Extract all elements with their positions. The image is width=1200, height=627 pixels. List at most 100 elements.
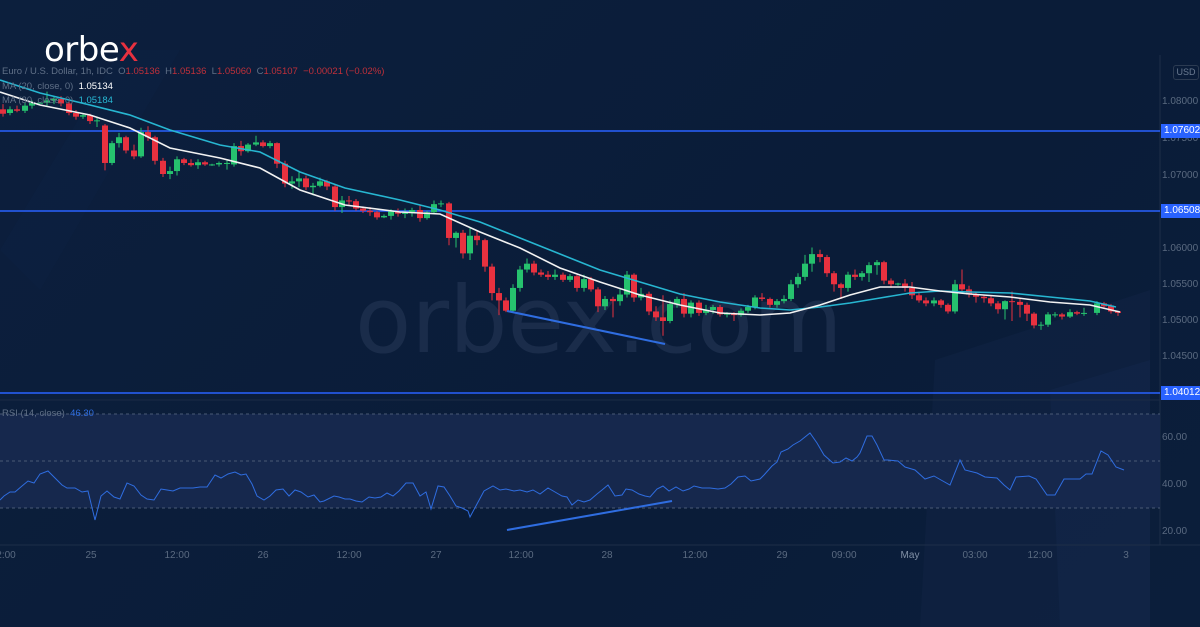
time-tick-label: 03:00 (962, 550, 988, 561)
candle-body (496, 293, 502, 301)
candle-body (610, 298, 616, 302)
price-tick-label: 1.05500 (1162, 279, 1199, 290)
candle-body (902, 283, 908, 288)
rsi-tick-label: 20.00 (1162, 526, 1188, 537)
candle-body (0, 109, 6, 114)
candle-body (245, 144, 251, 152)
rsi-tick-label: 60.00 (1162, 432, 1188, 443)
time-tick-label: 2:00 (0, 550, 16, 561)
candle-body (1074, 312, 1080, 314)
candle-body (995, 303, 1001, 310)
orbex-watermark: orbex.com (355, 267, 843, 374)
candle-body (109, 143, 115, 163)
low-value: 1.05060 (216, 66, 252, 77)
candle-body (209, 164, 215, 166)
candle-body (1009, 301, 1015, 303)
time-tick-label: 25 (85, 550, 97, 561)
candle-body (453, 232, 459, 238)
ma20-legend[interactable]: MA (20, close, 0) 1.05134 (2, 81, 113, 92)
candle-body (14, 109, 20, 111)
time-tick-label: 28 (601, 550, 613, 561)
price-tick-label: 1.07000 (1162, 170, 1199, 181)
ma20-value: 1.05134 (78, 81, 113, 92)
candle-body (58, 99, 64, 104)
candle-body (224, 162, 230, 164)
price-divergence-line (506, 310, 666, 345)
candle-body (438, 203, 444, 205)
candle-body (767, 298, 773, 305)
candle-body (66, 103, 72, 113)
candle-body (981, 296, 987, 299)
candle-body (353, 201, 359, 209)
level-price-tag[interactable]: 1.07602 (1161, 124, 1200, 138)
high-value: 1.05136 (172, 66, 207, 77)
rsi-divergence-line (506, 500, 673, 531)
candle-body (574, 276, 580, 288)
candle-body (303, 178, 309, 188)
candle-body (289, 181, 295, 184)
candle-body (952, 284, 958, 312)
candle-body (1081, 312, 1087, 314)
ma30-value: 1.05184 (78, 95, 113, 106)
candle-body (888, 280, 894, 285)
time-tick-label: 12:00 (508, 550, 534, 561)
candle-body (231, 146, 237, 165)
time-tick-label: May (900, 550, 920, 561)
candle-body (260, 142, 266, 147)
candle-body (646, 293, 652, 312)
rsi-legend[interactable]: RSI (14, close) 46.30 (2, 408, 94, 419)
time-tick-label: 09:00 (831, 550, 857, 561)
candle-body (253, 142, 259, 145)
candle-body (188, 162, 194, 166)
candle-body (80, 115, 86, 117)
candle-body (1024, 304, 1030, 314)
candle-body (510, 287, 516, 311)
ma30-legend[interactable]: MA (30, close, 0) 1.05184 (2, 95, 113, 106)
candle-body (617, 294, 623, 302)
candle-body (417, 210, 423, 219)
candle-body (317, 181, 323, 186)
price-tick-label: 1.04500 (1162, 351, 1199, 362)
currency-badge[interactable]: USD (1173, 65, 1199, 80)
candle-body (660, 317, 666, 321)
candle-body (424, 212, 430, 219)
candle-body (467, 235, 473, 254)
candle-body (332, 186, 338, 208)
candle-body (296, 178, 302, 182)
candle-body (267, 143, 273, 147)
candle-body (44, 100, 50, 103)
candle-body (460, 232, 466, 254)
candle-body (346, 200, 352, 202)
candle-body (795, 276, 801, 285)
candle-body (152, 137, 158, 161)
candle-body (1038, 324, 1044, 326)
candle-body (360, 208, 366, 211)
candle-body (446, 203, 452, 238)
candle-body (588, 279, 594, 290)
candle-body (402, 212, 408, 214)
level-price-tag[interactable]: 1.04012 (1161, 386, 1200, 400)
candle-body (710, 307, 716, 310)
candle-body (195, 162, 201, 166)
rsi-tick-label: 40.00 (1162, 479, 1188, 490)
candle-body (1052, 314, 1058, 316)
candle-body (759, 297, 765, 299)
candle-body (409, 210, 415, 213)
candle-body (931, 300, 937, 304)
candle-body (959, 284, 965, 290)
candle-body (489, 266, 495, 294)
candle-body (29, 102, 35, 106)
background-shape (0, 50, 180, 290)
candle-body (73, 112, 79, 117)
candle-body (895, 283, 901, 285)
time-tick-label: 12:00 (682, 550, 708, 561)
candle-body (123, 137, 129, 151)
candle-body (859, 273, 865, 277)
candle-body (160, 160, 166, 174)
candle-body (324, 181, 330, 187)
candle-body (831, 273, 837, 285)
level-price-tag[interactable]: 1.06508 (1161, 204, 1200, 218)
candle-body (503, 300, 509, 311)
